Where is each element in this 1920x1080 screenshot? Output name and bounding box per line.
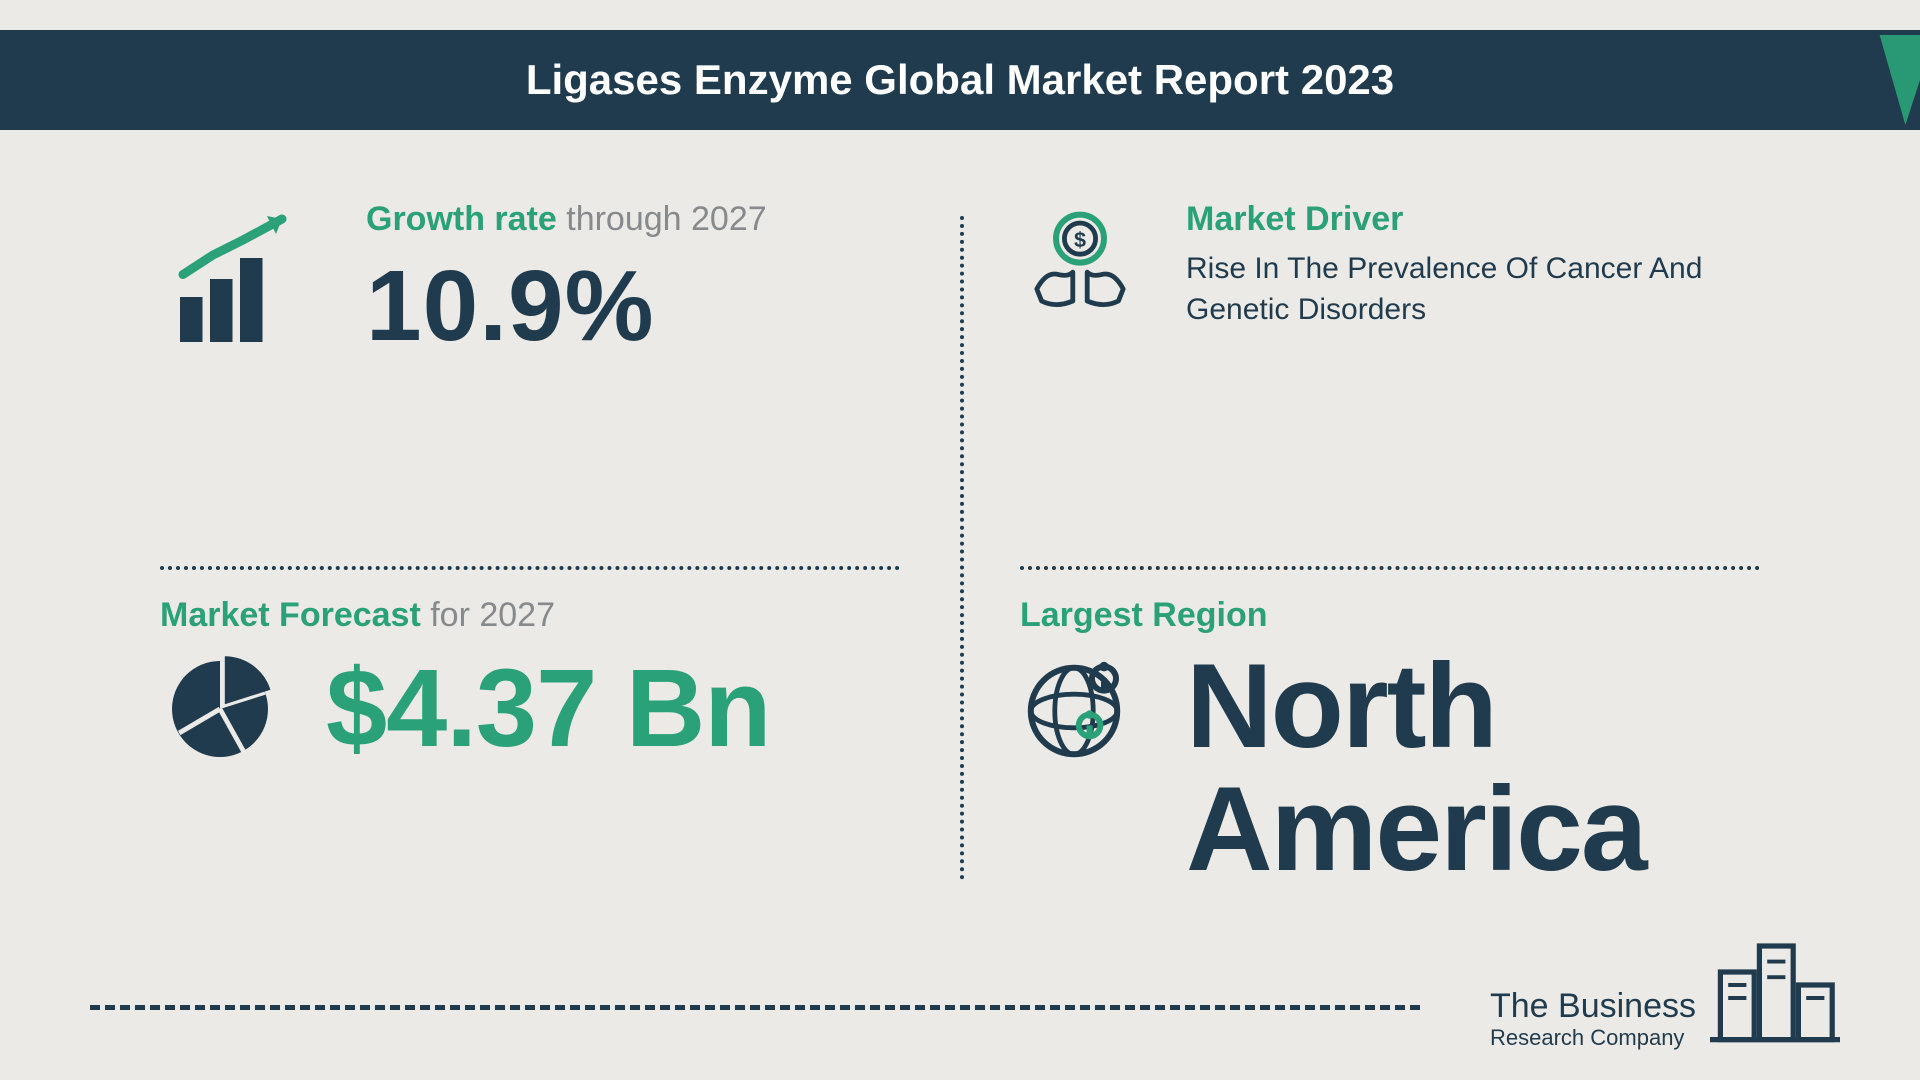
buildings-icon — [1710, 920, 1840, 1050]
svg-text:$: $ — [1074, 227, 1086, 252]
largest-region-value: North America — [1186, 645, 1646, 890]
pie-chart-icon — [160, 649, 280, 769]
market-driver-label: Market Driver — [1186, 200, 1746, 239]
content-grid: Growth rate through 2027 10.9% $ Market … — [120, 180, 1800, 910]
report-title: Ligases Enzyme Global Market Report 2023 — [526, 56, 1394, 104]
globe-pins-icon — [1020, 645, 1140, 765]
market-driver-text: Rise In The Prevalence Of Cancer And Gen… — [1186, 249, 1746, 330]
title-banner: Ligases Enzyme Global Market Report 2023 — [0, 30, 1920, 130]
growth-rate-value: 10.9% — [366, 249, 767, 364]
market-forecast-value: $4.37 Bn — [326, 645, 770, 772]
hands-coin-icon: $ — [1020, 205, 1140, 325]
market-forecast-label: Market Forecast for 2027 — [160, 596, 900, 635]
largest-region-value-line2: America — [1186, 768, 1646, 890]
bottom-dashed-rule — [90, 1005, 1420, 1010]
company-logo-text: The Business Research Company — [1490, 988, 1696, 1050]
dotted-separator-right — [1020, 566, 1760, 570]
largest-region-panel: Largest Region North America — [980, 532, 1800, 910]
largest-region-label: Largest Region — [1020, 596, 1760, 635]
largest-region-value-line1: North — [1186, 645, 1646, 767]
growth-rate-label: Growth rate through 2027 — [366, 200, 767, 239]
company-logo-line1: The Business — [1490, 988, 1696, 1025]
growth-rate-label-strong: Growth rate — [366, 200, 557, 238]
company-logo-line2: Research Company — [1490, 1026, 1696, 1050]
growth-chart-icon — [160, 202, 320, 362]
company-logo: The Business Research Company — [1490, 920, 1840, 1050]
market-forecast-label-strong: Market Forecast — [160, 596, 421, 634]
dotted-separator-left — [160, 566, 900, 570]
market-forecast-panel: Market Forecast for 2027 $4.37 Bn — [120, 532, 940, 910]
growth-rate-label-rest: through 2027 — [557, 200, 767, 238]
market-forecast-label-rest: for 2027 — [421, 596, 555, 634]
market-driver-panel: $ Market Driver Rise In The Prevalence O… — [980, 180, 1800, 532]
growth-rate-panel: Growth rate through 2027 10.9% — [120, 180, 940, 532]
